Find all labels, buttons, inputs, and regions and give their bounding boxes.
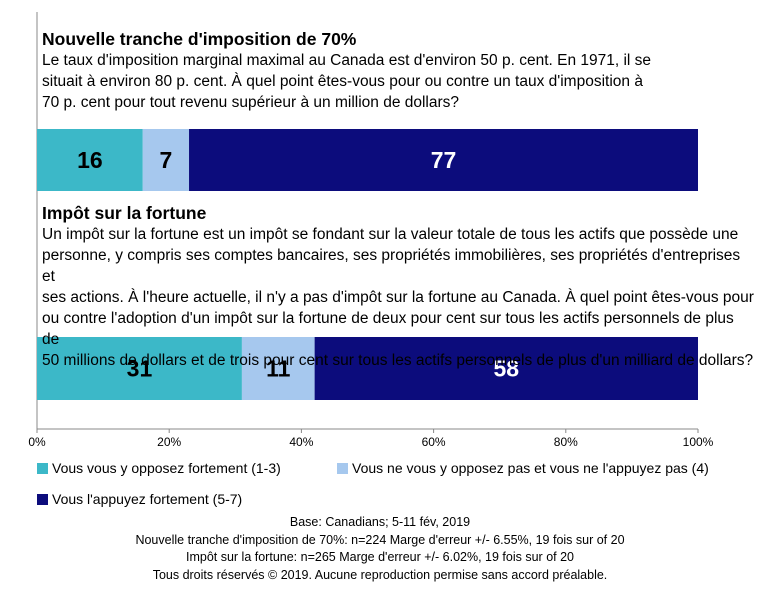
legend-swatch	[37, 462, 48, 474]
footer-line: Tous droits réservés © 2019. Aucune repr…	[152, 567, 608, 582]
footer-line: Nouvelle tranche d'imposition de 70%: n=…	[135, 532, 625, 547]
question-2-line: 50 millions de dollars et de trois pour …	[42, 352, 754, 369]
bar-segment	[37, 129, 143, 191]
bar-segment	[37, 337, 242, 400]
question-1: Nouvelle tranche d'imposition de 70% Le …	[42, 29, 754, 113]
x-tick-label: 60%	[422, 435, 446, 449]
legend-label: Vous vous y opposez fortement (1-3)	[52, 460, 281, 476]
question-2-line: Un impôt sur la fortune est un impôt se …	[42, 226, 739, 243]
data-label: 31	[127, 356, 153, 382]
footer-line: Base: Canadians; 5-11 fév, 2019	[289, 515, 471, 529]
data-label: 58	[494, 356, 520, 382]
x-tick-label: 40%	[289, 435, 313, 449]
legend-label: Vous l'appuyez fortement (5-7)	[52, 491, 243, 507]
data-label: 11	[266, 356, 291, 382]
question-1-line: Le taux d'imposition marginal maximal au…	[42, 52, 652, 69]
bar-segment	[142, 129, 190, 191]
question-2-line: personne, y compris ses comptes bancaire…	[42, 247, 741, 285]
data-label: 7	[159, 147, 172, 173]
question-1-line: 70 p. cent pour tout revenu supérieur à …	[42, 94, 460, 111]
legend-swatch	[37, 493, 48, 505]
question-2-title: Impôt sur la fortune	[42, 203, 207, 223]
bar-segment	[189, 129, 698, 191]
footer-line: Impôt sur la fortune: n=265 Marge d'erre…	[185, 550, 574, 564]
legend-item-neutral: Vous ne vous y opposez pas et vous ne l'…	[337, 460, 709, 476]
x-tick-label: 80%	[554, 435, 578, 449]
bar-segment	[314, 337, 698, 400]
x-tick-label: 20%	[157, 435, 181, 449]
x-tick-label: 0%	[28, 435, 46, 449]
question-2-line: ses actions. À l'heure actuelle, il n'y …	[42, 289, 754, 306]
footer-notes: Base: Canadians; 5-11 fév, 2019 Nouvelle…	[0, 514, 760, 584]
x-tick-label: 100%	[683, 435, 714, 449]
data-label: 16	[77, 147, 103, 173]
question-1-line: situait à environ 80 p. cent. À quel poi…	[42, 73, 643, 90]
question-1-title: Nouvelle tranche d'imposition de 70%	[42, 29, 357, 49]
legend-label: Vous ne vous y opposez pas et vous ne l'…	[352, 460, 709, 476]
question-2: Impôt sur la fortune Un impôt sur la for…	[42, 203, 754, 371]
question-2-line: ou contre l'adoption d'un impôt sur la f…	[42, 310, 734, 348]
data-label: 77	[431, 147, 457, 173]
legend-item-support: Vous l'appuyez fortement (5-7)	[37, 491, 242, 507]
legend-item-oppose: Vous vous y opposez fortement (1-3)	[37, 460, 281, 476]
bar-segment	[241, 337, 315, 400]
legend-swatch	[337, 462, 348, 474]
